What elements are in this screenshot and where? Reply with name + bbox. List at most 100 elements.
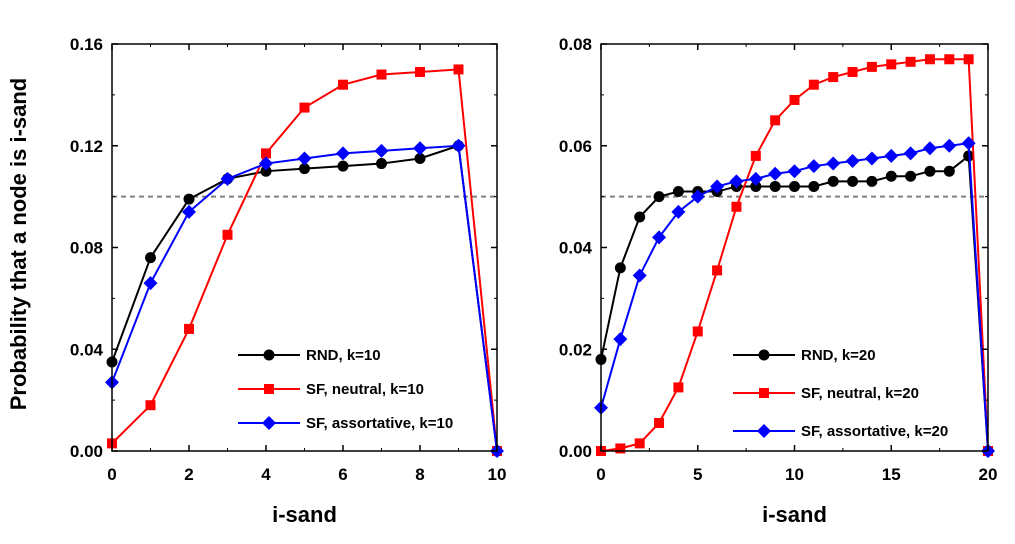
data-point-diamond (413, 141, 427, 156)
data-point-diamond (374, 143, 389, 158)
x-tick-label: 4 (261, 465, 271, 484)
right-chart-panel: 0 5 10 15 20 0.00 0.02 0.04 0.06 0.08 i-sand RND, k… (559, 35, 998, 527)
data-point-circle (414, 152, 426, 164)
x-tick-label: 10 (785, 465, 804, 484)
data-point-diamond (652, 230, 667, 245)
series-line-diamond (111, 144, 498, 452)
data-point-square (338, 79, 348, 90)
data-point-diamond (864, 151, 879, 166)
legend-label: RND, k=20 (801, 347, 876, 364)
data-point-square (654, 418, 665, 429)
legend: RND, k=20 SF, neutral, k=20 SF, assortativ… (733, 347, 948, 440)
data-point-square (789, 94, 800, 105)
data-point-square (750, 150, 761, 161)
data-point-diamond (613, 332, 628, 347)
data-point-diamond (220, 171, 235, 186)
data-point-diamond (826, 156, 841, 171)
data-point-diamond (671, 204, 686, 219)
x-tick-label: 20 (979, 465, 998, 484)
data-point-square (634, 438, 645, 449)
legend-marker-circle (263, 349, 275, 361)
y-tick-label: 0.02 (559, 340, 592, 359)
y-tick-label: 0.08 (559, 35, 592, 54)
x-tick-label: 0 (596, 465, 605, 484)
data-point-square (731, 201, 742, 212)
data-point-square (924, 54, 935, 65)
legend-label: RND, k=10 (306, 347, 381, 364)
y-tick-label: 0.00 (559, 442, 592, 461)
series-line-circle (111, 144, 498, 452)
data-point-square (692, 326, 703, 337)
data-point-square (299, 102, 310, 113)
x-tick-label: 2 (184, 465, 193, 484)
x-tick-label: 0 (107, 465, 116, 484)
data-point-square (415, 66, 425, 77)
data-point-circle (145, 252, 156, 264)
data-point-square (866, 61, 877, 72)
data-point-square (886, 59, 897, 70)
data-point-circle (924, 165, 936, 177)
data-point-square (905, 56, 916, 67)
data-point-square (184, 323, 194, 334)
data-point-circle (750, 180, 762, 192)
data-point-circle (885, 170, 897, 182)
legend-marker-circle (758, 349, 770, 361)
legend-label: SF, assortative, k=20 (801, 423, 948, 440)
legend: RND, k=10 SF, neutral, k=10 SF, assortativ… (238, 347, 453, 432)
legend-marker-diamond (757, 424, 771, 438)
data-point-diamond (942, 138, 957, 153)
data-point-diamond (297, 151, 312, 166)
data-point-circle (183, 193, 195, 205)
x-tick-label: 8 (415, 465, 424, 484)
data-point-circle (769, 180, 781, 192)
y-axis-title: Probability that a node is i-sand (6, 78, 31, 411)
y-tick-label: 0.06 (559, 137, 592, 156)
data-point-square (712, 265, 723, 276)
data-point-circle (260, 165, 272, 177)
data-point-circle (337, 160, 349, 172)
x-tick-label: 6 (338, 465, 347, 484)
data-point-diamond (787, 164, 802, 179)
data-point-diamond (259, 156, 273, 171)
data-point-square (828, 72, 839, 83)
data-point-diamond (768, 166, 783, 181)
data-point-circle (808, 180, 820, 192)
data-point-circle (905, 170, 917, 182)
data-point-square (808, 79, 819, 90)
x-axis-title: i-sand (272, 502, 337, 527)
data-point-diamond (143, 276, 158, 291)
data-point-circle (866, 175, 878, 187)
legend-label: SF, neutral, k=20 (801, 385, 919, 402)
data-point-circle (376, 158, 387, 170)
y-tick-label: 0.04 (559, 239, 593, 258)
data-point-circle (827, 175, 839, 187)
data-point-diamond (336, 146, 350, 161)
data-point-square (847, 66, 858, 77)
data-point-circle (789, 180, 800, 192)
data-point-diamond (632, 268, 647, 283)
data-point-diamond (903, 146, 918, 161)
data-point-circle (653, 191, 665, 203)
data-point-square (453, 64, 464, 75)
data-point-diamond (748, 171, 763, 186)
plot-frame (600, 43, 989, 452)
data-point-diamond (845, 154, 860, 169)
y-tick-label: 0.12 (70, 137, 103, 156)
data-point-square (944, 54, 955, 65)
data-point-circle (299, 163, 310, 175)
data-point-diamond (884, 148, 899, 163)
data-point-circle (614, 262, 626, 274)
legend-marker-square (264, 384, 274, 394)
legend-label: SF, assortative, k=10 (306, 415, 453, 432)
y-tick-label: 0.16 (70, 35, 103, 54)
y-tick-label: 0.00 (70, 442, 103, 461)
y-tick-label: 0.04 (70, 340, 104, 359)
data-point-diamond (961, 136, 976, 151)
data-point-circle (847, 175, 859, 187)
y-tick-label: 0.08 (70, 239, 103, 258)
data-point-diamond (729, 174, 744, 189)
data-point-diamond (922, 141, 937, 156)
legend-label: SF, neutral, k=10 (306, 381, 424, 398)
data-point-diamond (806, 159, 821, 174)
